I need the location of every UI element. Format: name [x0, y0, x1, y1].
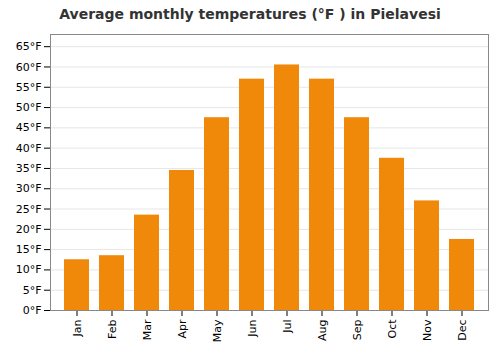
svg-text:65°F: 65°F [16, 40, 42, 53]
svg-text:50°F: 50°F [16, 101, 42, 114]
svg-text:45°F: 45°F [16, 121, 42, 134]
html-text:Average monthly temperatures (: Average monthly temperatures (°F ) in Pi… [59, 6, 441, 22]
svg-text:35°F: 35°F [16, 162, 42, 175]
svg-text:15°F: 15°F [16, 243, 42, 256]
svg-text:40°F: 40°F [16, 142, 42, 155]
svg-text:60°F: 60°F [16, 60, 42, 73]
svg-text:20°F: 20°F [16, 223, 42, 236]
svg-text:30°F: 30°F [16, 182, 42, 195]
svg-text:25°F: 25°F [16, 203, 42, 216]
svg-text:Nov: Nov [421, 319, 434, 341]
svg-text:Sep: Sep [351, 319, 364, 340]
svg-text:Feb: Feb [106, 319, 119, 338]
svg-text:Apr: Apr [176, 319, 189, 339]
svg-text:5°F: 5°F [23, 284, 42, 297]
svg-text:Oct: Oct [386, 319, 399, 339]
svg-text:Aug: Aug [316, 320, 329, 341]
svg-text:10°F: 10°F [16, 263, 42, 276]
svg-text:Jan: Jan [71, 319, 84, 337]
svg-text:May: May [211, 319, 224, 342]
svg-text:0°F: 0°F [23, 304, 42, 317]
svg-text:Jul: Jul [281, 320, 294, 334]
svg-text:55°F: 55°F [16, 81, 42, 94]
svg-text:Mar: Mar [141, 319, 154, 340]
svg-text:Jun: Jun [246, 319, 259, 337]
svg-text:Dec: Dec [456, 320, 469, 341]
